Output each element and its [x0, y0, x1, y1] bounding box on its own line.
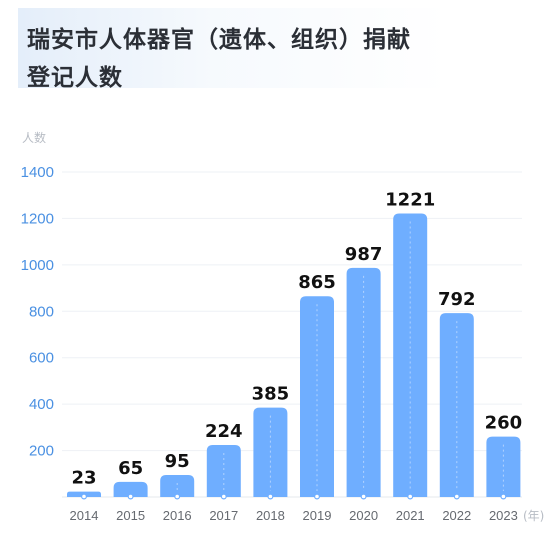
x-tick-label: 2018 — [256, 508, 285, 523]
bar-base-marker — [500, 493, 507, 500]
bar-2015 — [113, 481, 148, 497]
data-label-2015: 65 — [118, 458, 143, 479]
y-tick-label: 800 — [29, 303, 54, 320]
x-tick-label: 2017 — [209, 508, 238, 523]
bar-base-marker — [453, 493, 460, 500]
data-label-2020: 987 — [345, 244, 383, 265]
bar-2019 — [300, 296, 334, 497]
y-axis-unit-label: 人数 — [22, 130, 46, 145]
bar-base-marker — [80, 493, 87, 500]
y-axis-ticks: 200 400 600 800 1000 1200 1400 — [21, 164, 54, 460]
x-tick-label: 2022 — [442, 508, 471, 523]
title-block: 瑞安市人体器官（遗体、组织）捐献 登记人数 — [18, 8, 448, 91]
y-tick-label: 600 — [29, 350, 54, 367]
data-label-2022: 792 — [438, 289, 476, 310]
x-tick-label: 2019 — [303, 508, 332, 523]
x-axis-ticks: 2014 2015 2016 2017 2018 2019 2020 2021 2022 2023 — [70, 508, 518, 523]
bar-2021 — [393, 213, 428, 497]
chart-title-line-2: 登记人数 — [27, 65, 123, 91]
x-tick-label: 2020 — [349, 508, 378, 523]
bar-base-marker — [174, 493, 181, 500]
data-label-2018: 385 — [252, 384, 290, 405]
data-labels: 23 65 95 224 385 865 987 1221 792 260 — [71, 190, 522, 489]
y-tick-label: 1200 — [21, 210, 54, 227]
y-tick-label: 1400 — [21, 164, 54, 181]
chart-title-line-1: 瑞安市人体器官（遗体、组织）捐献 — [27, 27, 411, 53]
y-tick-label: 1000 — [21, 257, 54, 274]
data-label-2014: 23 — [71, 468, 96, 489]
bar-2018 — [253, 407, 288, 497]
data-label-2017: 224 — [205, 421, 243, 442]
bars — [67, 213, 521, 500]
bar-base-marker — [360, 493, 367, 500]
data-label-2019: 865 — [298, 272, 336, 293]
bar-2023 — [486, 436, 521, 497]
bar-base-marker — [314, 493, 321, 500]
x-axis-unit-label: (年) — [523, 509, 544, 523]
data-label-2021: 1221 — [385, 190, 435, 211]
bar-2022 — [439, 313, 474, 497]
x-tick-label: 2021 — [396, 508, 425, 523]
data-label-2023: 260 — [485, 413, 523, 434]
y-tick-label: 200 — [29, 443, 54, 460]
y-tick-label: 400 — [29, 396, 54, 413]
x-tick-label: 2023 — [489, 508, 518, 523]
x-tick-label: 2016 — [163, 508, 192, 523]
bar-2016 — [160, 474, 195, 497]
bar-base-marker — [267, 493, 274, 500]
bar-base-marker — [407, 493, 414, 500]
bar-base-marker — [127, 493, 134, 500]
bar-2017 — [206, 445, 241, 497]
data-label-2016: 95 — [165, 451, 190, 472]
bar-2020 — [346, 267, 381, 497]
title-accent — [18, 8, 448, 88]
x-tick-label: 2015 — [116, 508, 145, 523]
x-tick-label: 2014 — [70, 508, 99, 523]
bar-base-marker — [220, 493, 227, 500]
